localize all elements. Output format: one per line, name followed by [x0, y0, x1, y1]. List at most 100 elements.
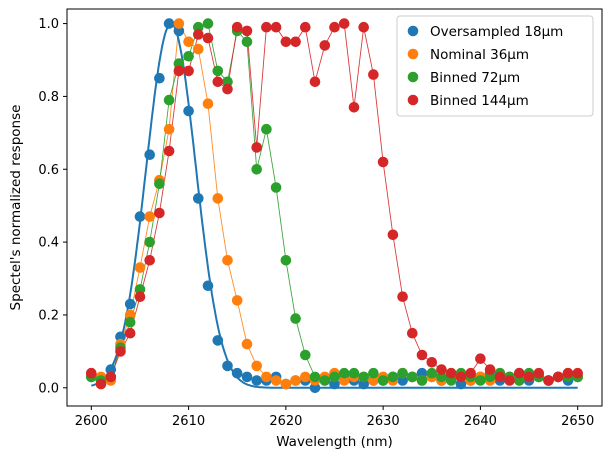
data-point [562, 367, 574, 379]
data-point [348, 367, 360, 379]
data-point [202, 280, 214, 292]
data-point [86, 367, 97, 379]
data-point [465, 367, 477, 379]
data-point [115, 346, 126, 357]
data-point [387, 229, 399, 241]
data-point [290, 375, 301, 386]
data-point [436, 371, 447, 383]
data-point [154, 72, 165, 84]
data-point [193, 43, 204, 55]
legend-marker [407, 25, 419, 37]
data-point [290, 36, 301, 48]
data-point [251, 164, 262, 175]
data-point [270, 21, 282, 33]
data-point [231, 367, 243, 379]
data-point [445, 367, 457, 379]
data-point [455, 371, 467, 383]
data-point [426, 357, 438, 368]
plot-frame [66, 8, 603, 407]
data-point [134, 284, 146, 295]
data-point [95, 378, 107, 390]
data-point [484, 364, 496, 375]
data-point [241, 36, 253, 48]
data-point [416, 349, 428, 361]
data-point [222, 360, 233, 372]
x-tick-label: 2640 [464, 414, 497, 429]
data-point [231, 21, 243, 33]
data-point [523, 371, 535, 383]
data-point [173, 25, 185, 37]
data-point [193, 29, 204, 40]
data-point [183, 36, 194, 48]
data-point [124, 309, 136, 321]
data-point [183, 51, 194, 62]
data-point [475, 353, 486, 365]
y-tick-label: 0.6 [38, 163, 59, 178]
data-point [154, 207, 165, 219]
data-point [173, 65, 185, 77]
data-point [163, 18, 175, 29]
data-point [397, 375, 408, 386]
data-point [475, 375, 486, 386]
data-point [377, 375, 389, 386]
legend-label: Binned 144µm [430, 93, 529, 109]
data-point [124, 327, 136, 339]
data-point [407, 327, 418, 339]
data-point [300, 371, 311, 383]
data-point [183, 105, 194, 117]
data-point [436, 364, 447, 375]
data-point [202, 18, 214, 29]
data-point [280, 378, 292, 390]
data-point [543, 375, 554, 386]
data-point [134, 262, 146, 273]
data-point [270, 375, 282, 386]
data-point [212, 76, 224, 88]
data-point [251, 360, 262, 372]
data-point [144, 211, 155, 222]
data-point [368, 69, 379, 80]
data-point [193, 21, 204, 33]
data-point [134, 291, 146, 303]
data-point [154, 178, 165, 190]
data-point [368, 367, 379, 379]
data-point [261, 371, 272, 383]
data-point [202, 32, 214, 44]
data-point [251, 142, 262, 153]
data-point [397, 367, 408, 379]
data-point [124, 316, 136, 328]
y-axis-title: Spectel's normalized response [8, 105, 24, 311]
data-point [338, 367, 350, 379]
x-axis-title: Wavelength (nm) [276, 434, 393, 450]
data-point [144, 236, 155, 248]
data-point [368, 375, 379, 386]
data-point [319, 375, 331, 386]
data-point [426, 367, 438, 379]
data-point [105, 364, 117, 375]
legend: Oversampled 18µm Nominal 36µm Binned 72µm B… [396, 15, 594, 117]
legend-box [396, 15, 594, 117]
data-point [397, 291, 408, 303]
data-point [202, 98, 214, 109]
data-point [115, 331, 126, 343]
data-point [309, 382, 321, 394]
legend-label: Nominal 36µm [430, 47, 529, 63]
data-point [309, 76, 321, 88]
x-tick-label: 2620 [269, 414, 302, 429]
y-tick-label: 0.8 [38, 90, 59, 105]
data-point [241, 338, 253, 350]
x-axis-ticks: 2600 2610 2620 2630 2640 2650 [75, 406, 594, 429]
data-point [163, 145, 175, 157]
data-point [183, 65, 194, 77]
data-point [231, 295, 243, 306]
data-point [387, 371, 399, 383]
data-point [407, 371, 418, 383]
data-point [173, 58, 185, 69]
data-point [124, 298, 136, 310]
data-point [144, 254, 155, 266]
data-point [514, 367, 525, 379]
x-tick-label: 2600 [75, 414, 108, 429]
plot-points [86, 18, 583, 394]
series-4-points [86, 18, 583, 390]
data-point [358, 371, 370, 383]
